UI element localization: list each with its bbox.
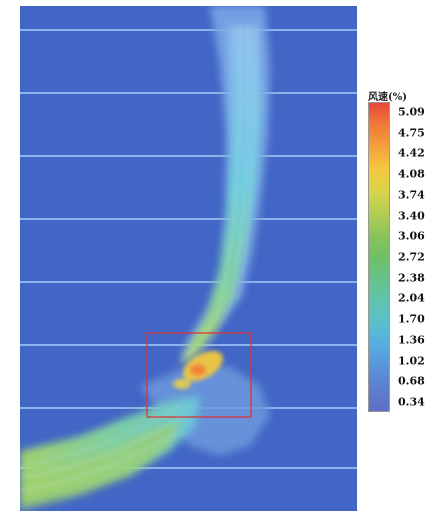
legend-tick-label: 2.72 bbox=[398, 250, 425, 264]
legend-tick-label: 3.74 bbox=[398, 188, 425, 202]
legend-tick-label: 4.08 bbox=[398, 167, 425, 181]
peak-speed-spot bbox=[173, 350, 223, 389]
wind-field-plot bbox=[20, 6, 357, 511]
legend-tick-label: 4.75 bbox=[398, 126, 425, 140]
legend-tick-label: 1.36 bbox=[398, 333, 425, 347]
legend-tick-label: 4.42 bbox=[398, 146, 425, 160]
legend-tick-label: 5.09 bbox=[398, 105, 425, 119]
legend-tick-label: 3.06 bbox=[398, 229, 425, 243]
wind-plume bbox=[20, 6, 270, 511]
legend-tick-label: 2.04 bbox=[398, 291, 425, 305]
legend-tick-label: 3.40 bbox=[398, 209, 425, 223]
legend-tick-label: 1.70 bbox=[398, 312, 425, 326]
legend-tick-label: 2.38 bbox=[398, 271, 425, 285]
highlight-box bbox=[146, 332, 252, 418]
plume-streamlines bbox=[20, 25, 257, 491]
legend-color-bar bbox=[368, 102, 390, 412]
legend-title: 风速(%) bbox=[368, 92, 407, 103]
legend-tick-labels: 5.09 4.75 4.42 4.08 3.74 3.40 3.06 2.72 2.38 2.04… bbox=[398, 102, 442, 412]
legend-tick-label: 0.34 bbox=[398, 395, 425, 409]
color-legend: 风速(%) 5.09 4.75 4.42 4.08 3.74 3.40 3.06 2.72 2.… bbox=[366, 88, 445, 418]
legend-tick-label: 1.02 bbox=[398, 354, 425, 368]
legend-tick-label: 0.68 bbox=[398, 374, 425, 388]
